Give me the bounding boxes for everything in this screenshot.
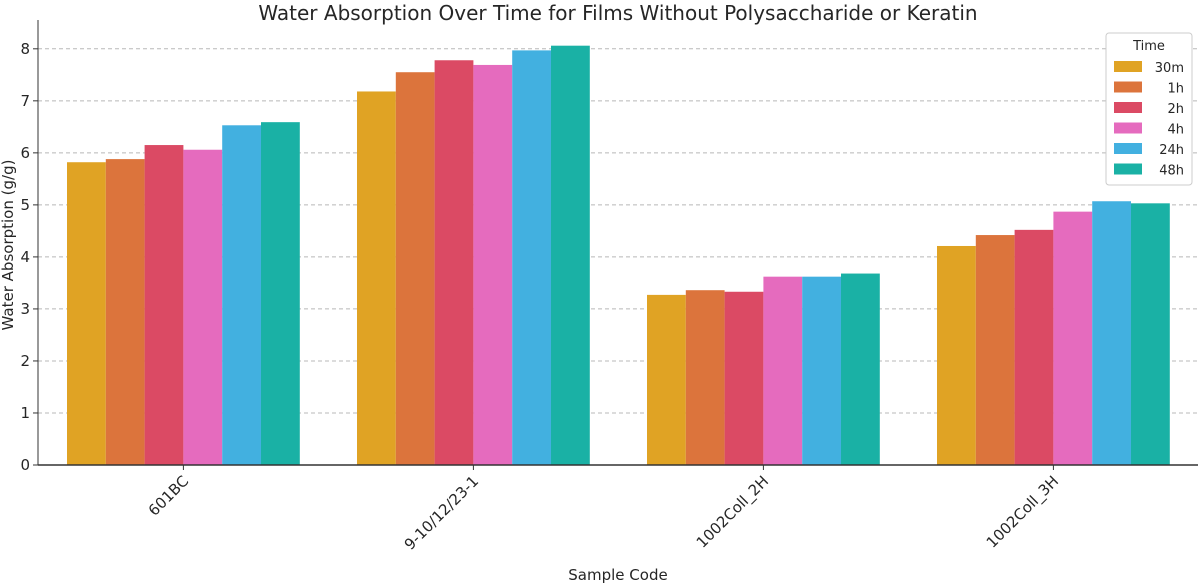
y-tick-labels: 0 1 2 3 4 5 6 7 8 <box>20 40 38 474</box>
bar-1h-2 <box>685 290 725 465</box>
x-tick-labels: 601BC 9-10/12/23-1 1002Coll_2H 1002Coll_3H <box>145 465 1063 554</box>
legend-label-24h: 24h <box>1159 143 1184 158</box>
bar-2h-0 <box>144 145 184 465</box>
bar-24h-0 <box>222 125 261 466</box>
bar-48h-3 <box>1131 203 1170 465</box>
x-axis-label: Sample Code <box>568 566 667 584</box>
y-tick-label: 7 <box>20 92 30 110</box>
axes <box>37 20 1198 466</box>
y-tick-label: 0 <box>20 456 30 474</box>
bar-24h-3 <box>1092 201 1131 465</box>
bar-4h-1 <box>473 64 513 466</box>
bar-30m-1 <box>357 91 396 465</box>
legend-swatch-1h <box>1114 81 1142 93</box>
chart-title: Water Absorption Over Time for Films Wit… <box>258 1 977 25</box>
y-axis-label: Water Absorption (g/g) <box>0 160 17 331</box>
legend-label-4h: 4h <box>1167 123 1184 138</box>
bar-48h-2 <box>841 273 880 465</box>
bar-1h-3 <box>975 235 1015 465</box>
legend-swatch-2h <box>1114 102 1142 113</box>
legend-swatch-48h <box>1114 163 1142 175</box>
legend-title: Time <box>1132 39 1165 54</box>
bar-1h-1 <box>395 72 435 465</box>
bar-2h-2 <box>724 291 764 465</box>
bar-4h-2 <box>763 276 803 465</box>
bar-30m-0 <box>67 162 106 465</box>
y-tick-label: 1 <box>20 404 30 422</box>
bar-48h-0 <box>261 122 300 466</box>
bar-48h-1 <box>551 45 590 465</box>
bar-24h-2 <box>802 276 841 465</box>
x-tick-label: 1002Coll_3H <box>983 472 1063 552</box>
bar-2h-3 <box>1014 229 1054 465</box>
legend-swatch-4h <box>1114 122 1142 134</box>
bar-1h-0 <box>105 159 145 465</box>
y-tick-label: 3 <box>20 300 30 318</box>
legend-swatch-24h <box>1114 143 1142 154</box>
y-tick-label: 8 <box>20 40 30 58</box>
bar-4h-3 <box>1053 211 1093 465</box>
bar-30m-2 <box>647 294 686 465</box>
bar-4h-0 <box>183 149 223 465</box>
y-tick-label: 2 <box>20 352 30 370</box>
y-tick-label: 4 <box>20 248 30 266</box>
legend-label-48h: 48h <box>1159 164 1184 179</box>
bar-2h-1 <box>434 60 474 465</box>
x-tick-label: 1002Coll_2H <box>693 472 773 552</box>
y-tick-label: 5 <box>20 196 30 214</box>
x-tick-label: 601BC <box>145 472 192 519</box>
legend-label-30m: 30m <box>1155 61 1184 76</box>
legend-label-2h: 2h <box>1167 102 1184 117</box>
legend-swatch-30m <box>1114 61 1142 72</box>
bar-24h-1 <box>512 50 551 465</box>
legend-label-1h: 1h <box>1167 82 1184 97</box>
bar-series <box>67 45 1170 466</box>
legend: Time 30m 1h 2h 4h 24h 48h <box>1105 32 1193 186</box>
y-tick-label: 6 <box>20 144 30 162</box>
bar-30m-3 <box>937 245 976 465</box>
x-tick-label: 9-10/12/23-1 <box>401 472 483 554</box>
